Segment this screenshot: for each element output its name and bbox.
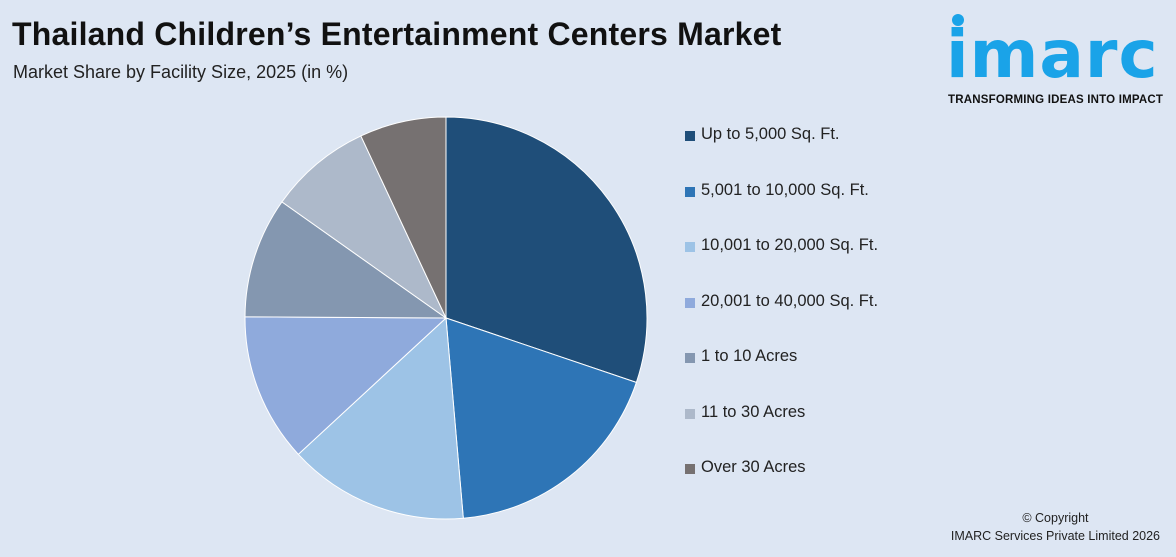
legend-swatch (685, 131, 695, 141)
logo-wordmark: imarc (946, 16, 1159, 93)
chart-legend: Up to 5,000 Sq. Ft. 5,001 to 10,000 Sq. F… (685, 125, 878, 514)
chart-subtitle: Market Share by Facility Size, 2025 (in … (13, 62, 349, 82)
copyright-notice: © Copyright IMARC Services Private Limit… (951, 509, 1160, 545)
pie-slice-6 (281, 135, 448, 320)
legend-swatch (685, 464, 695, 474)
legend-label: 11 to 30 Acres (701, 402, 806, 421)
copyright-line-1: © Copyright (1022, 511, 1089, 525)
legend-swatch (685, 242, 695, 252)
legend-swatch (685, 353, 695, 363)
legend-label: Over 30 Acres (701, 458, 806, 476)
legend-item: 20,001 to 40,000 Sq. Ft. (685, 292, 878, 348)
logo-dot-icon (952, 14, 964, 26)
legend-item: Over 30 Acres (685, 458, 878, 514)
legend-item: 10,001 to 20,000 Sq. Ft. (685, 236, 878, 292)
legend-swatch (685, 408, 695, 419)
legend-item: Up to 5,000 Sq. Ft. (685, 125, 878, 181)
pie-slice-1 (445, 116, 648, 384)
pie-slice-4 (244, 316, 448, 456)
legend-item: 5,001 to 10,000 Sq. Ft. (685, 181, 878, 237)
legend-label: 1 to 10 Acres (701, 347, 798, 365)
pie-slice-7 (360, 116, 447, 319)
logo-tagline: TRANSFORMING IDEAS INTO IMPACT (948, 94, 1164, 106)
legend-item: 1 to 10 Acres (685, 347, 878, 403)
legend-swatch (685, 297, 695, 308)
legend-label: 5,001 to 10,000 Sq. Ft. (701, 180, 869, 199)
pie-slice-5 (244, 201, 448, 319)
legend-label: 20,001 to 40,000 Sq. Ft. (701, 291, 879, 310)
legend-label: 10,001 to 20,000 Sq. Ft. (701, 236, 879, 254)
copyright-line-2: IMARC Services Private Limited 2026 (950, 529, 1160, 543)
pie-slice-3 (297, 316, 464, 520)
legend-swatch (685, 186, 695, 197)
chart-title: Thailand Children’s Entertainment Center… (12, 16, 782, 52)
legend-item: 11 to 30 Acres (685, 403, 878, 459)
legend-label: Up to 5,000 Sq. Ft. (701, 125, 840, 143)
pie-slice-2 (445, 317, 638, 519)
imarc-logo: imarc TRANSFORMING IDEAS INTO IMPACT (946, 12, 1170, 112)
